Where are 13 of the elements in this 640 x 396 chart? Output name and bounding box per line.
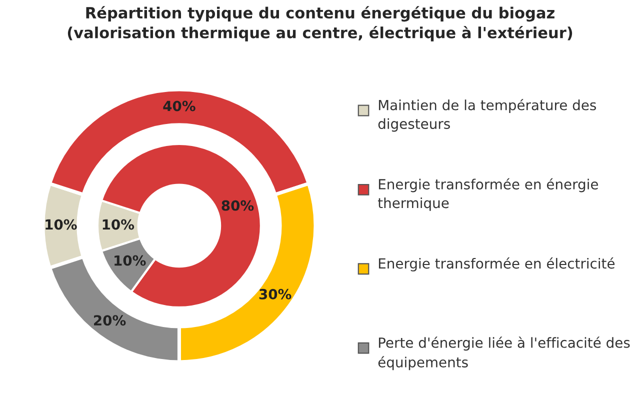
legend-label: Energie transformée en électricité: [378, 257, 615, 272]
data-label: 80%: [222, 200, 254, 211]
chart-subtitle: (valorisation thermique au centre, électrique à l'extérieur): [68, 26, 572, 42]
legend-label: Energie transformée en énergie thermique: [378, 178, 598, 211]
chart-title: Répartition typique du contenu énergétique du biogaz: [86, 6, 554, 22]
data-label: 10%: [114, 255, 146, 266]
data-label: 40%: [163, 100, 196, 112]
data-label: 10%: [102, 219, 134, 230]
legend-label: Perte d'énergie liée à l'efficacité des équipements: [378, 336, 630, 370]
data-label: 20%: [94, 315, 126, 326]
data-label: 30%: [259, 288, 292, 300]
legend-label: Maintien de la température des digesteurs: [378, 99, 596, 132]
data-label: 10%: [46, 219, 77, 230]
